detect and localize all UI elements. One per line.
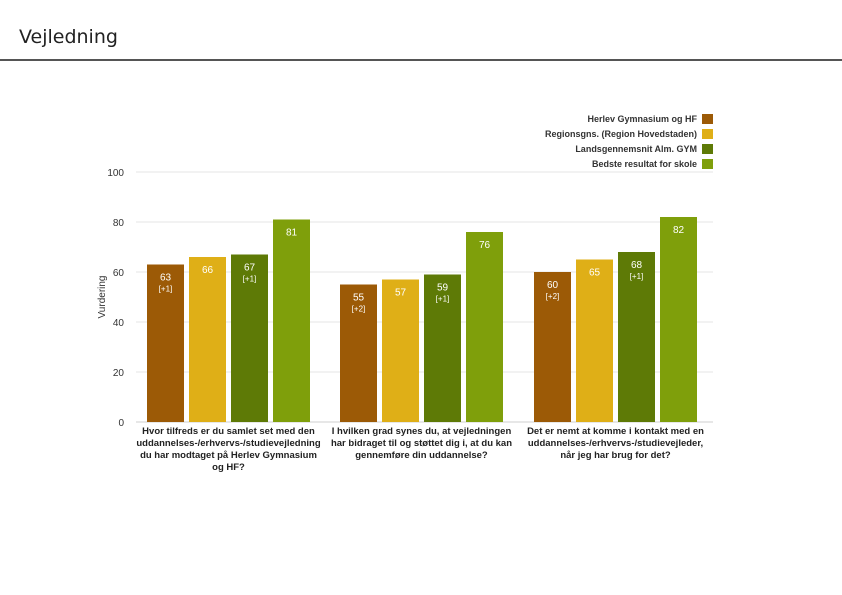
- bar-value-label: 60: [547, 280, 559, 291]
- bar-delta-label: [+2]: [546, 292, 560, 301]
- legend-swatch: [702, 144, 713, 154]
- bar-value-label: 67: [244, 263, 256, 274]
- bar-value-label: 76: [479, 240, 491, 251]
- bar-delta-label: [+1]: [243, 275, 257, 284]
- y-tick-label: 100: [107, 168, 124, 179]
- legend-label: Landsgennemsnit Alm. GYM: [575, 144, 697, 154]
- bar-delta-label: [+1]: [436, 295, 450, 304]
- bar: [189, 257, 226, 422]
- bar: [424, 274, 461, 422]
- bar-value-label: 65: [589, 268, 601, 279]
- y-tick-label: 40: [113, 318, 125, 329]
- legend-label: Herlev Gymnasium og HF: [587, 114, 697, 124]
- bar-delta-label: [+2]: [352, 305, 366, 314]
- category-label: Hvor tilfreds er du samlet set med den: [142, 426, 315, 437]
- bar: [660, 217, 697, 422]
- bar: [618, 252, 655, 422]
- bar-delta-label: [+1]: [630, 272, 644, 281]
- category-label: I hvilken grad synes du, at vejledningen: [332, 426, 512, 437]
- bar: [576, 259, 613, 422]
- bar: [466, 232, 503, 422]
- legend-label: Bedste resultat for skole: [592, 159, 697, 169]
- bar-value-label: 66: [202, 265, 214, 276]
- bar-delta-label: [+1]: [159, 285, 173, 294]
- bar-value-label: 82: [673, 225, 685, 236]
- bar: [273, 219, 310, 422]
- bar-value-label: 57: [395, 288, 407, 299]
- bar: [534, 272, 571, 422]
- bar-value-label: 81: [286, 228, 298, 239]
- bar: [382, 279, 419, 422]
- category-label: uddannelses-/erhvervs-/studievejledning: [136, 438, 320, 449]
- legend-swatch: [702, 159, 713, 169]
- bar: [147, 264, 184, 422]
- bar-value-label: 55: [353, 293, 365, 304]
- category-label: og HF?: [212, 462, 245, 473]
- title-divider: [0, 59, 842, 61]
- bar-value-label: 59: [437, 283, 449, 294]
- bar-value-label: 63: [160, 273, 172, 284]
- bar: [231, 254, 268, 422]
- y-tick-label: 60: [113, 268, 125, 279]
- y-axis-label: Vurdering: [97, 276, 108, 319]
- category-label: har bidraget til og støttet dig i, at du…: [331, 438, 512, 449]
- category-label: du har modtaget på Herlev Gymnasium: [140, 450, 317, 461]
- legend-label: Regionsgns. (Region Hovedstaden): [545, 129, 697, 139]
- legend-swatch: [702, 114, 713, 124]
- y-tick-label: 80: [113, 218, 125, 229]
- legend-swatch: [702, 129, 713, 139]
- y-tick-label: 20: [113, 368, 125, 379]
- page-title: Vejledning: [19, 26, 118, 48]
- bar-value-label: 68: [631, 260, 643, 271]
- category-label: Det er nemt at komme i kontakt med en: [527, 426, 704, 437]
- category-label: uddannelses-/erhvervs-/studievejleder,: [528, 438, 703, 449]
- category-label: gennemføre din uddannelse?: [355, 450, 488, 461]
- category-label: når jeg har brug for det?: [560, 450, 671, 461]
- bar: [340, 284, 377, 422]
- y-tick-label: 0: [118, 418, 124, 429]
